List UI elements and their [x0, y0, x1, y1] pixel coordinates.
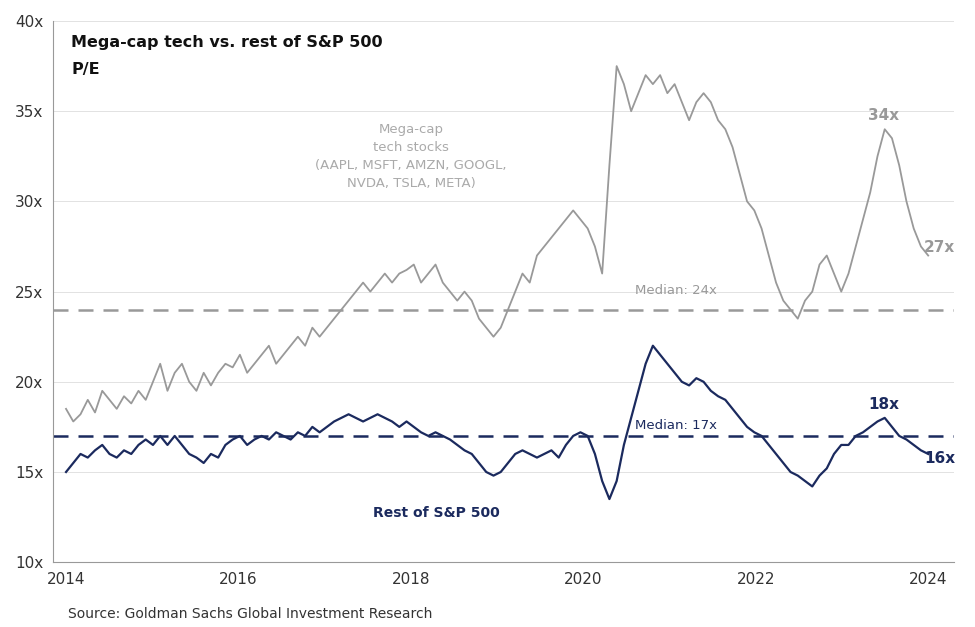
Text: Mega-cap tech vs. rest of S&P 500: Mega-cap tech vs. rest of S&P 500 [71, 34, 383, 50]
Text: Mega-cap
tech stocks
(AAPL, MSFT, AMZN, GOOGL,
NVDA, TSLA, META): Mega-cap tech stocks (AAPL, MSFT, AMZN, … [315, 123, 507, 190]
Text: Rest of S&P 500: Rest of S&P 500 [373, 506, 500, 520]
Text: 27x: 27x [924, 240, 956, 255]
Text: P/E: P/E [71, 61, 99, 76]
Text: 16x: 16x [924, 451, 955, 466]
Text: Median: 17x: Median: 17x [635, 419, 717, 432]
Text: Source: Goldman Sachs Global Investment Research: Source: Goldman Sachs Global Investment … [68, 606, 433, 621]
Text: 34x: 34x [868, 108, 899, 124]
Text: 18x: 18x [868, 397, 899, 412]
Text: Median: 24x: Median: 24x [635, 284, 717, 297]
